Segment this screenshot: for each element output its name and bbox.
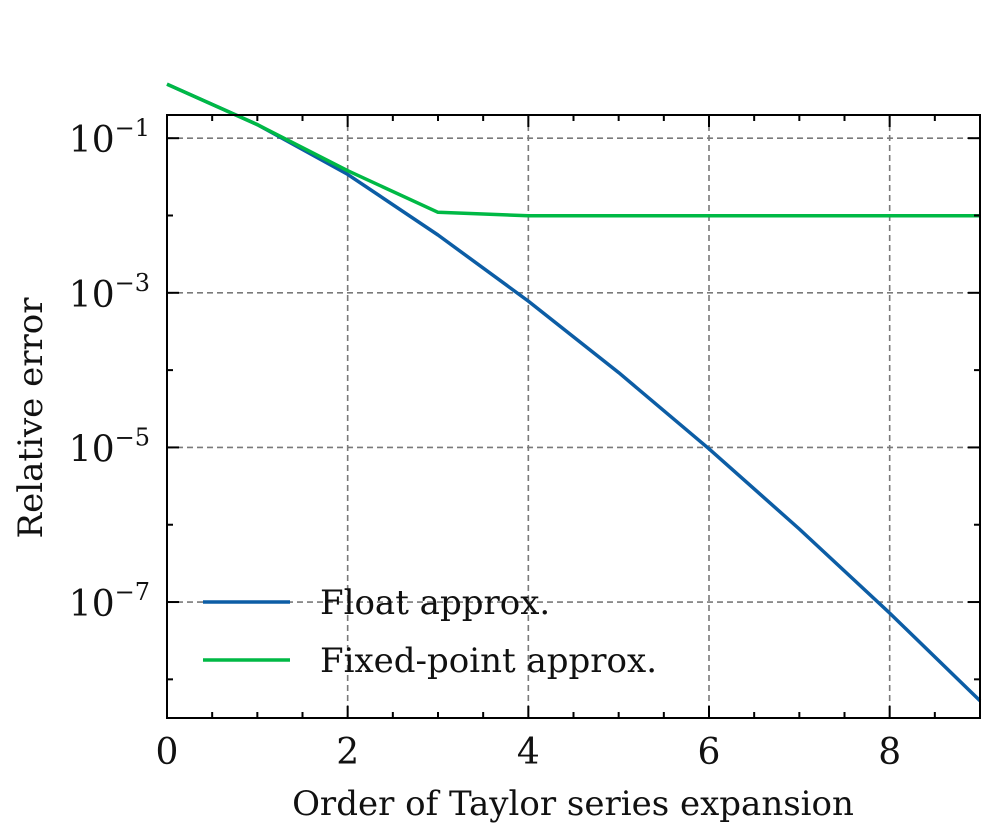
plot-frame <box>166 114 981 719</box>
series-layer <box>166 82 982 702</box>
x-tick-label: 4 <box>517 732 540 773</box>
x-tick-label: 2 <box>336 732 359 773</box>
y-tick-label: 10−7 <box>69 578 150 625</box>
legend: Float approx. Fixed-point approx. <box>203 583 657 681</box>
x-tick-labels: 0 2 4 6 8 <box>156 732 902 773</box>
series-line-float <box>166 82 982 702</box>
grid <box>167 115 980 718</box>
ticks <box>166 115 981 718</box>
x-tick-label: 8 <box>878 732 901 773</box>
y-axis-title: Relative error <box>11 297 51 539</box>
legend-label-float: Float approx. <box>320 583 550 623</box>
x-tick-label: 6 <box>698 732 721 773</box>
y-tick-label: 10−1 <box>69 114 150 161</box>
x-tick-label: 0 <box>156 732 179 773</box>
y-tick-labels: 10−1 10−3 10−5 10−7 <box>69 114 150 625</box>
y-tick-label: 10−3 <box>69 269 150 316</box>
legend-label-fixed-point: Fixed-point approx. <box>320 641 657 681</box>
y-tick-label: 10−5 <box>69 423 150 470</box>
series-line-fixed-point <box>166 82 980 218</box>
x-axis-title: Order of Taylor series expansion <box>292 784 854 824</box>
